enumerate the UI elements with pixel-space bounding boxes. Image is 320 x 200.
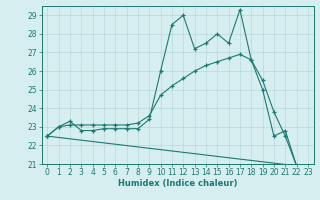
X-axis label: Humidex (Indice chaleur): Humidex (Indice chaleur) [118, 179, 237, 188]
